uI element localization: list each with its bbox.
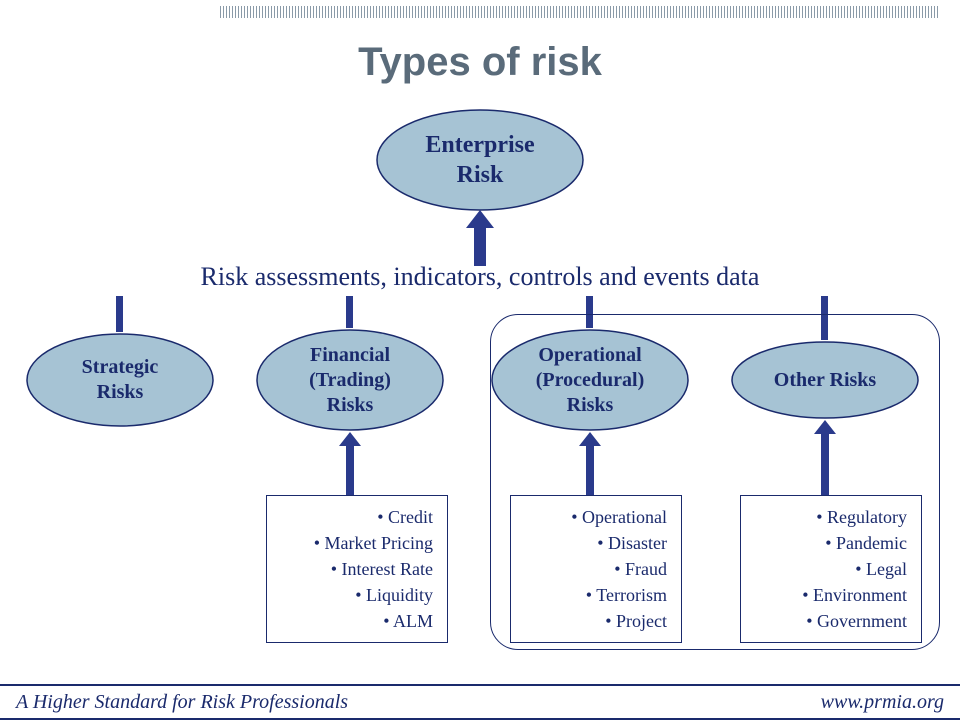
list-item: Legal [749,556,907,582]
arrow-stem-financial-list [346,446,354,495]
footer-right: www.prmia.org [821,691,944,714]
page-title: Types of risk [0,40,960,85]
node-enterprise-label: Enterprise Risk [425,130,534,190]
node-operational: Operational (Procedural) Risks [490,328,690,432]
node-operational-label: Operational (Procedural) Risks [536,343,645,418]
list-item: Terrorism [519,582,667,608]
listbox-other: Regulatory Pandemic Legal Environment Go… [740,495,922,643]
list-item: ALM [275,608,433,634]
node-financial: Financial (Trading) Risks [255,328,445,432]
list-item: Environment [749,582,907,608]
list-item: Regulatory [749,504,907,530]
arrow-stem-enterprise [474,228,486,266]
list-item: Disaster [519,530,667,556]
list-item: Interest Rate [275,556,433,582]
arrow-head-operational-list [579,432,601,446]
arrow-head-enterprise [466,210,494,228]
list-item: Government [749,608,907,634]
arrow-stem-other-list [821,434,829,495]
node-other-label: Other Risks [774,368,876,393]
node-enterprise: Enterprise Risk [375,108,585,212]
list-item: Fraud [519,556,667,582]
node-other: Other Risks [730,340,920,420]
node-strategic-label: Strategic Risks [82,355,159,405]
list-item: Operational [519,504,667,530]
list-item: Pandemic [749,530,907,556]
arrow-stem-operational-list [586,446,594,495]
list-item: Liquidity [275,582,433,608]
top-tick-border [220,6,940,18]
footer-bar: A Higher Standard for Risk Professionals… [0,684,960,720]
node-financial-label: Financial (Trading) Risks [309,343,391,418]
arrow-head-other-list [814,420,836,434]
subtitle-text: Risk assessments, indicators, controls a… [60,262,900,292]
arrow-head-financial-list [339,432,361,446]
connector-strategic [116,296,123,332]
connector-financial [346,296,353,328]
list-item: Project [519,608,667,634]
listbox-financial: Credit Market Pricing Interest Rate Liqu… [266,495,448,643]
list-item: Market Pricing [275,530,433,556]
footer-left: A Higher Standard for Risk Professionals [16,691,348,714]
listbox-operational: Operational Disaster Fraud Terrorism Pro… [510,495,682,643]
list-item: Credit [275,504,433,530]
node-strategic: Strategic Risks [25,332,215,428]
